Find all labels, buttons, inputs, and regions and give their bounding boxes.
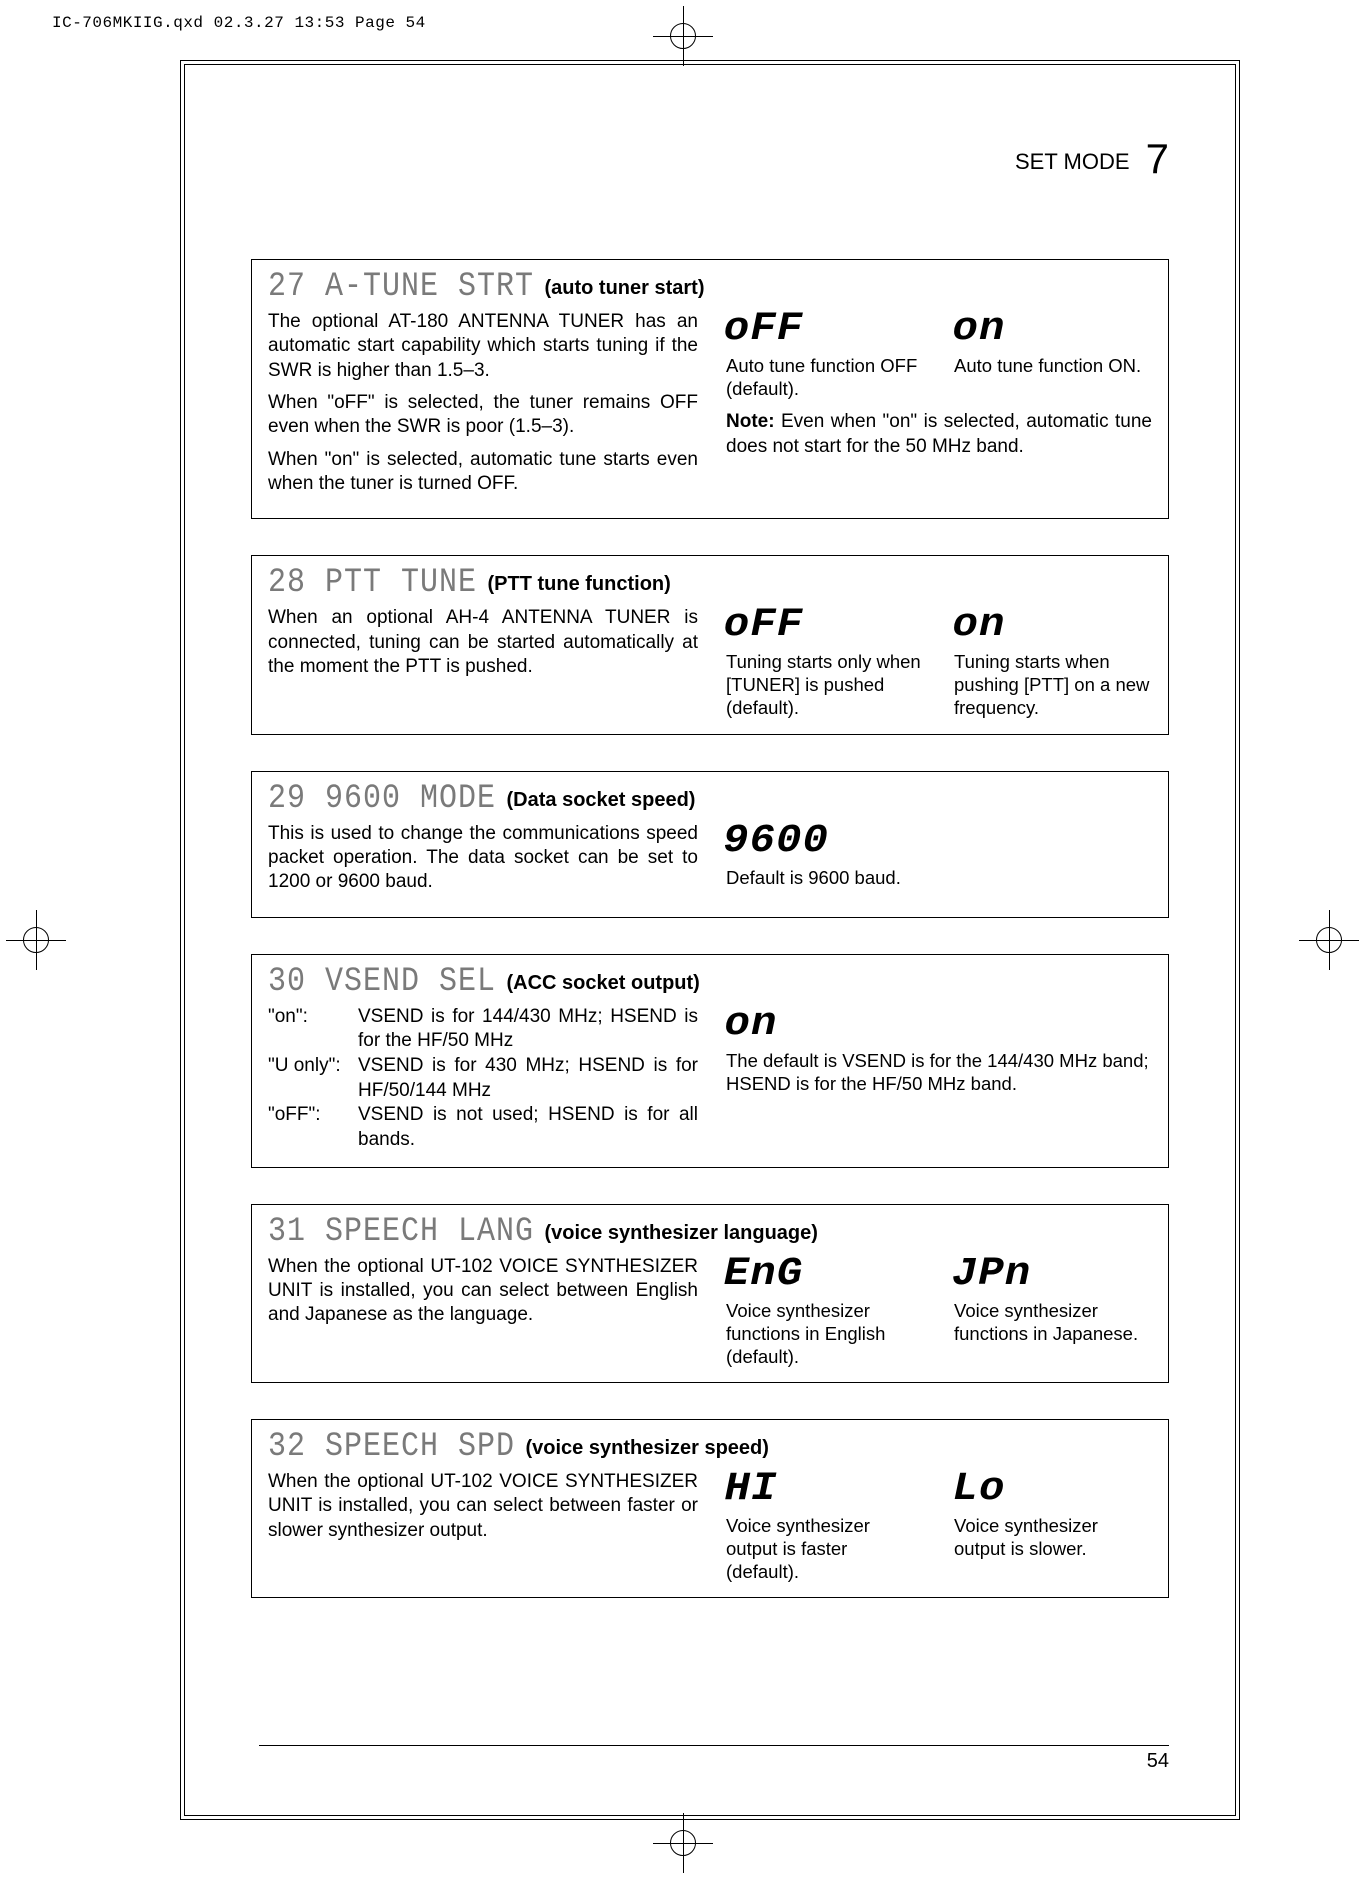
- section-30: 30 VSEND SEL (ACC socket output) "on":VS…: [251, 954, 1169, 1168]
- crop-mark-left: [6, 910, 66, 970]
- body-text: When the optional UT-102 VOICE SYNTHESIZ…: [268, 1470, 698, 1543]
- option-caption: Voice synthesizer functions in English (…: [726, 1299, 924, 1368]
- section-subtitle: (voice synthesizer speed): [526, 1437, 769, 1459]
- lcd-value: on: [952, 606, 1005, 646]
- section-27: 27 A-TUNE STRT (auto tuner start) The op…: [251, 259, 1169, 519]
- crop-mark-bottom: [653, 1813, 713, 1873]
- section-title: 29 9600 MODE: [268, 779, 496, 818]
- def-val: VSEND is not used; HSEND is for all band…: [358, 1103, 698, 1152]
- body-text: When "oFF" is selected, the tuner remain…: [268, 391, 698, 440]
- crop-mark-right: [1299, 910, 1359, 970]
- option-caption: Auto tune function ON.: [954, 354, 1152, 377]
- section-title: 32 SPEECH SPD: [268, 1427, 515, 1466]
- page-number: 54: [259, 1745, 1169, 1773]
- body-text: When an optional AH-4 ANTENNA TUNER is c…: [268, 606, 698, 679]
- page-frame: SET MODE 7 27 A-TUNE STRT (auto tuner st…: [180, 60, 1240, 1820]
- crop-mark-top: [653, 6, 713, 66]
- lcd-value: oFF: [724, 606, 804, 646]
- lcd-value: EnG: [724, 1255, 804, 1295]
- lcd-value: 9600: [723, 822, 829, 862]
- section-32: 32 SPEECH SPD (voice synthesizer speed) …: [251, 1419, 1169, 1598]
- option-caption: Voice synthesizer output is slower.: [954, 1514, 1152, 1560]
- section-29: 29 9600 MODE (Data socket speed) This is…: [251, 771, 1169, 918]
- option-caption: Default is 9600 baud.: [726, 866, 1152, 889]
- running-head-label: SET MODE: [1015, 149, 1130, 174]
- body-text: When "on" is selected, automatic tune st…: [268, 448, 698, 497]
- section-subtitle: (voice synthesizer language): [545, 1222, 818, 1244]
- option-caption: Voice synthesizer output is faster (defa…: [726, 1514, 924, 1583]
- option-caption: Tuning starts when pushing [PTT] on a ne…: [954, 650, 1152, 719]
- def-val: VSEND is for 144/430 MHz; HSEND is for t…: [358, 1005, 698, 1054]
- lcd-value: HI: [724, 1470, 777, 1510]
- def-key: "U only":: [268, 1054, 358, 1103]
- lcd-value: JPn: [952, 1255, 1032, 1295]
- running-head: SET MODE 7: [251, 131, 1169, 179]
- option-caption: Auto tune function OFF (default).: [726, 354, 924, 400]
- section-31: 31 SPEECH LANG (voice synthesizer langua…: [251, 1204, 1169, 1383]
- option-caption: Voice synthesizer functions in Japanese.: [954, 1299, 1152, 1345]
- body-text: This is used to change the communication…: [268, 822, 698, 895]
- def-key: "oFF":: [268, 1103, 358, 1152]
- section-subtitle: (auto tuner start): [545, 277, 705, 299]
- print-header: IC-706MKIIG.qxd 02.3.27 13:53 Page 54: [52, 14, 426, 32]
- lcd-value: oFF: [724, 310, 804, 350]
- running-head-chapter: 7: [1146, 135, 1169, 182]
- section-title: 31 SPEECH LANG: [268, 1212, 534, 1251]
- option-caption: Tuning starts only when [TUNER] is pushe…: [726, 650, 924, 719]
- section-subtitle: (ACC socket output): [507, 972, 700, 994]
- section-title: 30 VSEND SEL: [268, 962, 496, 1001]
- section-title: 27 A-TUNE STRT: [268, 267, 534, 306]
- option-caption: The default is VSEND is for the 144/430 …: [726, 1049, 1152, 1095]
- body-text: The optional AT-180 ANTENNA TUNER has an…: [268, 310, 698, 383]
- section-title: 28 PTT TUNE: [268, 564, 477, 603]
- section-subtitle: (PTT tune function): [488, 573, 671, 595]
- lcd-value: on: [952, 310, 1005, 350]
- section-28: 28 PTT TUNE (PTT tune function) When an …: [251, 555, 1169, 734]
- body-text: When the optional UT-102 VOICE SYNTHESIZ…: [268, 1255, 698, 1328]
- note-text: Note: Even when "on" is selected, automa…: [726, 410, 1152, 459]
- lcd-value: on: [724, 1005, 777, 1045]
- def-key: "on":: [268, 1005, 358, 1054]
- def-val: VSEND is for 430 MHz; HSEND is for HF/50…: [358, 1054, 698, 1103]
- lcd-value: Lo: [952, 1470, 1005, 1510]
- section-subtitle: (Data socket speed): [507, 789, 696, 811]
